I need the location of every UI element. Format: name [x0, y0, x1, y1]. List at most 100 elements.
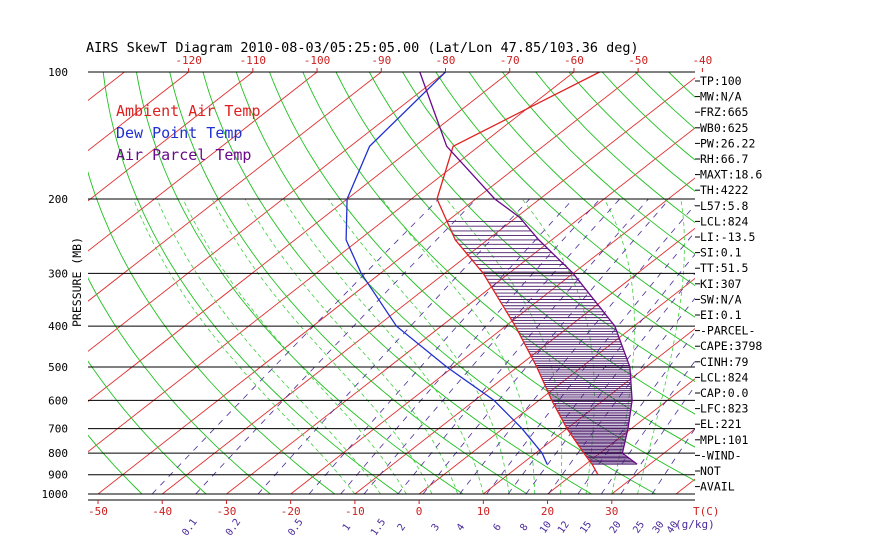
isotherm-line: [88, 72, 446, 352]
series-line-0: [436, 72, 600, 476]
dry-adiabat-line: [468, 72, 695, 287]
bottom-temp-tick-label: -30: [217, 505, 237, 518]
pressure-tick-label: 1000: [42, 488, 69, 501]
stability-index-item: CAP:0.0: [700, 386, 749, 400]
pressure-tick-label: 800: [48, 447, 68, 460]
mixing-ratio-label: 0.2: [224, 517, 243, 538]
mixing-ratio-label: 3: [430, 522, 442, 533]
top-temp-tick-label: -100: [304, 54, 331, 67]
dry-adiabat-line: [635, 72, 695, 130]
pressure-tick-label: 600: [48, 394, 68, 407]
stability-index-item: EL:221: [700, 417, 742, 431]
top-temp-tick-label: -60: [564, 54, 584, 67]
isotherm-line: [88, 72, 318, 252]
isotherm-line: [88, 72, 510, 403]
stability-index-item: CAPE:3798: [700, 339, 762, 353]
mixing-ratio-label: 20: [608, 519, 624, 535]
stability-index-item: KI:307: [700, 277, 742, 291]
top-temp-tick-label: -120: [175, 54, 202, 67]
moist-adiabat-line: [211, 198, 433, 495]
dry-adiabat-line: [502, 72, 695, 255]
moist-adiabat-line: [328, 198, 510, 495]
dry-adiabat-line: [601, 72, 695, 161]
stability-index-item: FRZ:665: [700, 105, 748, 119]
top-temp-tick-label: -90: [371, 54, 391, 67]
mixing-ratio-label: 8: [518, 522, 530, 533]
top-temp-tick-label: -70: [500, 54, 520, 67]
isotherm-line: [88, 72, 575, 453]
stability-index-item: LI:-13.5: [700, 230, 755, 244]
isotherm-line: [88, 72, 254, 202]
legend: Ambient Air Temp Dew Point Temp Air Parcel…: [116, 102, 261, 164]
stability-index-item: EI:0.1: [700, 308, 742, 322]
dry-adiabat-line: [368, 72, 695, 383]
isotherm-line: [804, 72, 870, 494]
bottom-temp-tick-label: 30: [605, 505, 618, 518]
chart-title: AIRS SkewT Diagram 2010-08-03/05:25:05.0…: [86, 40, 639, 56]
bottom-temp-tick-label: -40: [152, 505, 172, 518]
top-temp-tick-label: -80: [436, 54, 456, 67]
bottom-temp-tick-label: -10: [345, 505, 365, 518]
mixing-ratio-label: 2: [396, 522, 408, 533]
mixing-ratio-line: [151, 198, 439, 495]
legend-entry: Ambient Air Temp: [116, 102, 261, 120]
dry-adiabat-line: [435, 72, 695, 318]
bottom-temp-tick-label: 0: [416, 505, 423, 518]
pressure-tick-label: 200: [48, 193, 68, 206]
mixing-ratio-line: [195, 198, 477, 495]
mixing-ratio-line: [525, 272, 695, 495]
dry-adiabat-line: [402, 72, 695, 350]
dry-adiabat-line: [88, 360, 207, 495]
mixing-ratio-label: 12: [556, 519, 572, 535]
pressure-tick-label: 900: [48, 469, 68, 482]
bottom-temp-tick-label: 20: [541, 505, 554, 518]
dry-adiabat-line: [102, 72, 400, 495]
stability-index-item: -PARCEL-: [700, 324, 755, 338]
stability-index-item: RH:66.7: [700, 152, 749, 166]
series-line-1: [345, 72, 548, 465]
mixing-ratio-line: [507, 253, 695, 495]
mixing-ratio-label: 15: [578, 519, 594, 535]
dry-adiabat-line: [202, 72, 592, 495]
dry-adiabat-line: [668, 72, 695, 98]
isotherm-line: [161, 77, 695, 495]
mixing-ratio-unit: (g/kg): [675, 518, 715, 531]
dry-adiabat-line: [769, 72, 870, 494]
mixing-ratio-label: 10: [538, 519, 554, 535]
stability-index-item: AVAIL: [700, 480, 735, 494]
stability-index-item: CINH:79: [700, 355, 749, 369]
stability-index-item: MW:N/A: [700, 90, 742, 104]
stability-index-item: PW:26.22: [700, 136, 755, 150]
stability-index-item: SW:N/A: [700, 292, 742, 306]
mixing-ratio-label: 1: [341, 522, 353, 533]
isotherm-line: [88, 72, 382, 302]
dry-adiabat-line: [535, 72, 695, 224]
isotherm-line: [740, 72, 870, 494]
stability-index-item: LCL:824: [700, 214, 749, 228]
isotherm-line: [547, 378, 695, 495]
bottom-temp-tick-label: -50: [88, 505, 108, 518]
top-temp-tick-label: -110: [240, 54, 267, 67]
top-temp-tick-label: -50: [628, 54, 648, 67]
bottom-axis-unit: T(C): [693, 505, 720, 518]
pressure-tick-label: 100: [48, 66, 68, 79]
moist-adiabat-line: [182, 198, 407, 495]
isotherm-line: [354, 227, 695, 495]
pressure-tick-label: 700: [48, 423, 68, 436]
stability-index-item: SI:0.1: [700, 246, 742, 260]
stability-index-item: NOT: [700, 464, 721, 478]
stability-index-item: L57:5.8: [700, 199, 749, 213]
moist-adiabat-line: [637, 198, 685, 495]
moist-adiabat-line: [133, 198, 356, 495]
moist-adiabat-line: [283, 198, 484, 495]
cape-hatched-area: [447, 220, 638, 465]
mixing-ratio-label: 0.5: [286, 517, 305, 538]
moist-adiabat-line: [603, 198, 635, 495]
mixing-ratio-label: 25: [631, 519, 647, 535]
bottom-temp-tick-label: 10: [477, 505, 490, 518]
pressure-tick-label: 500: [48, 361, 68, 374]
pressure-tick-label: 400: [48, 320, 68, 333]
dry-adiabat-line: [136, 72, 464, 495]
